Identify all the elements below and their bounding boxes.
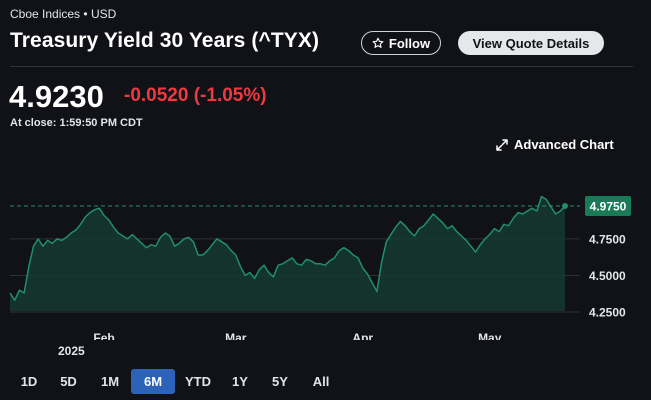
range-button-1d[interactable]: 1D — [10, 369, 48, 394]
series-line — [9, 195, 566, 302]
change-percent: (-1.05%) — [193, 85, 267, 106]
range-selector: 1D 5D 1M 6M YTD 1Y 5Y All — [10, 369, 341, 394]
exchange-info: Cboe Indices • USD — [10, 7, 116, 21]
currency-label: USD — [90, 7, 117, 21]
view-quote-details-button[interactable]: View Quote Details — [458, 31, 604, 55]
range-button-5d[interactable]: 5D — [48, 369, 89, 394]
current-price: 4.9230 — [9, 79, 104, 114]
follow-label: Follow — [388, 35, 431, 51]
exchange-name: Cboe Indices — [10, 7, 81, 21]
series-area — [10, 196, 565, 311]
y-tick-label: 4.7500 — [589, 232, 626, 246]
star-outline-icon — [372, 37, 384, 48]
x-tick-label: Feb — [93, 331, 114, 340]
separator-dot: • — [83, 7, 88, 21]
advanced-chart-link[interactable]: Advanced Chart — [496, 137, 614, 152]
x-tick-label: May — [478, 331, 502, 340]
range-button-ytd[interactable]: YTD — [175, 369, 221, 394]
x-tick-label: Apr — [352, 331, 373, 340]
price-change: -0.0520 (-1.05%) — [124, 85, 267, 107]
yield-chart[interactable]: 4.9750 4.7500 4.5000 4.2500 Feb Mar Apr May — [0, 180, 651, 340]
range-button-6m[interactable]: 6M — [131, 369, 175, 394]
y-tick-label: 4.2500 — [589, 306, 626, 320]
x-tick-label: Mar — [225, 331, 247, 340]
current-value-dot — [562, 203, 568, 209]
y-tick-label: 4.5000 — [589, 269, 626, 283]
change-value: -0.0520 — [124, 85, 189, 106]
range-button-1y[interactable]: 1Y — [221, 369, 259, 394]
range-button-1m[interactable]: 1M — [89, 369, 131, 394]
range-button-all[interactable]: All — [301, 369, 341, 394]
header-divider — [10, 66, 633, 67]
current-value-badge — [585, 196, 631, 216]
page-title: Treasury Yield 30 Years (^TYX) — [10, 29, 320, 52]
close-time: At close: 1:59:50 PM CDT — [10, 117, 143, 129]
year-label: 2025 — [58, 344, 85, 358]
advanced-chart-label: Advanced Chart — [514, 137, 614, 152]
range-button-5y[interactable]: 5Y — [259, 369, 301, 394]
expand-arrows-icon — [496, 138, 508, 151]
follow-button[interactable]: Follow — [361, 31, 441, 55]
current-value-label: 4.9750 — [590, 200, 627, 214]
